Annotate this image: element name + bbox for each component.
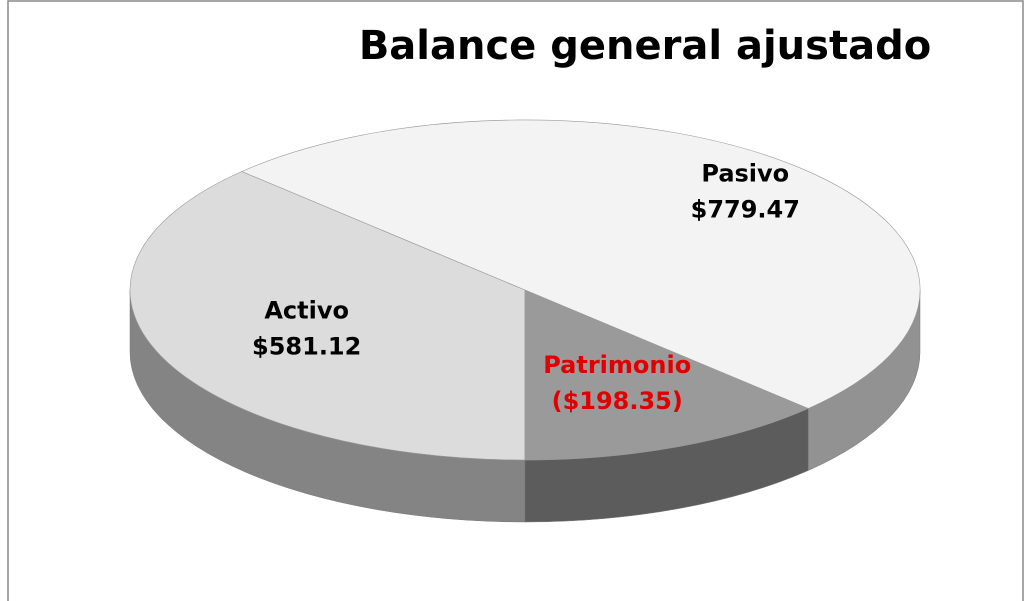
slice: [241, 119, 921, 409]
category-label: Activo: [264, 297, 349, 325]
category-label: Patrimonio: [543, 351, 691, 379]
chart-title: Balance general ajustado: [359, 23, 931, 69]
value-label: ($198.35): [552, 387, 683, 415]
value-label: $581.12: [252, 333, 361, 361]
slice: [129, 171, 526, 461]
slice: [524, 289, 809, 461]
value-label: $779.47: [691, 195, 800, 223]
category-label: Pasivo: [701, 159, 789, 187]
